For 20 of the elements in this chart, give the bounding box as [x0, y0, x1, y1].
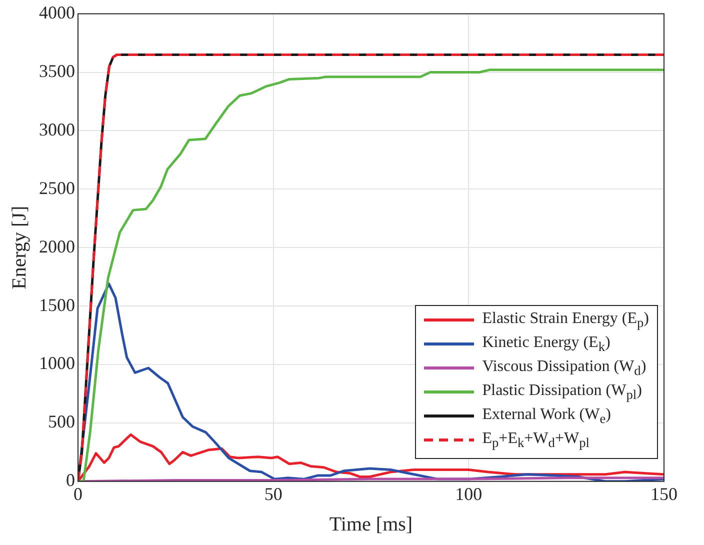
- x-tick-label: 100: [455, 484, 482, 504]
- y-axis-title: Energy [J]: [8, 206, 30, 290]
- y-tick-label: 4000: [39, 2, 75, 23]
- y-tick-label: 3000: [39, 119, 75, 140]
- legend-label: Elastic Strain Energy (E$_{p}$): [482, 310, 649, 331]
- y-tick-label: 1500: [39, 294, 75, 315]
- y-tick-label: 3500: [39, 60, 75, 81]
- legend-label: External Work (W$_{e}$): [482, 406, 611, 427]
- x-tick-label: 150: [650, 484, 678, 504]
- legend-label: Viscous Dissipation (W$_{d}$): [482, 358, 646, 379]
- y-tick-label: 1000: [39, 353, 75, 374]
- y-tick-label: 2500: [39, 178, 75, 198]
- y-tick-label: 2000: [39, 236, 75, 256]
- y-tick-label: 500: [48, 412, 75, 432]
- x-tick-label: 50: [264, 484, 282, 504]
- x-axis-title: Time [ms]: [329, 513, 413, 536]
- legend-label: Kinetic Energy (E$_{k}$): [482, 334, 610, 355]
- legend-label: Plastic Dissipation (W$_{pl}$): [482, 382, 642, 403]
- legend-label: E$_{p}$+E$_{k}$+W$_{d}$+W$_{pl}$: [482, 430, 590, 451]
- y-tick-label: 0: [66, 470, 75, 490]
